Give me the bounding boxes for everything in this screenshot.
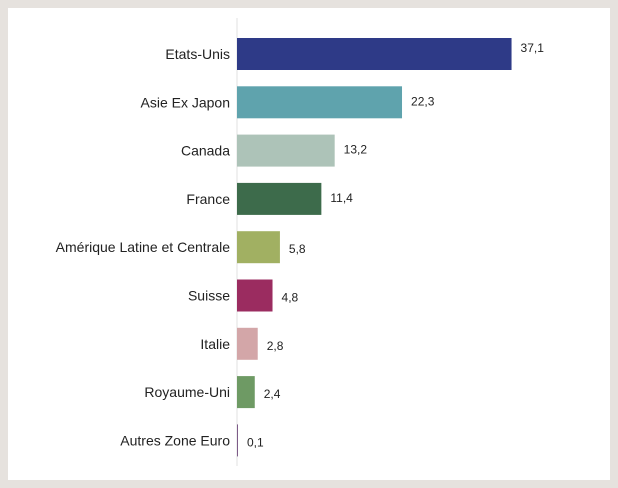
category-label: Asie Ex Japon <box>141 94 231 110</box>
value-label: 0,1 <box>247 435 264 449</box>
value-label: 2,4 <box>264 387 281 401</box>
value-label: 13,2 <box>344 143 368 157</box>
bar-chart: Etats-Unis 37,1 Asie Ex Japon 22,3 Canada 13,… <box>56 18 545 466</box>
bar-1 <box>237 38 512 70</box>
bar-7 <box>237 327 258 360</box>
value-label: 37,1 <box>521 41 545 55</box>
category-label: Amérique Latine et Centrale <box>56 239 231 255</box>
bar-8 <box>237 376 255 409</box>
bar-5 <box>237 231 280 264</box>
category-label: Canada <box>181 143 230 159</box>
bar-2 <box>237 86 403 119</box>
chart-panel: Etats-Unis 37,1 Asie Ex Japon 22,3 Canada 13,… <box>8 8 610 480</box>
category-label: Suisse <box>188 288 230 304</box>
value-label: 22,3 <box>411 94 435 108</box>
bar-3 <box>237 134 335 167</box>
bar-9 <box>237 424 238 457</box>
value-label: 2,8 <box>267 339 284 353</box>
bar-4 <box>237 182 322 215</box>
category-label: Italie <box>200 336 230 352</box>
category-label: Autres Zone Euro <box>120 432 230 448</box>
value-label: 4,8 <box>282 291 299 305</box>
bar-6 <box>237 279 273 312</box>
value-label: 11,4 <box>330 191 353 205</box>
category-label: Etats-Unis <box>165 46 230 62</box>
category-label: Royaume-Uni <box>144 384 230 400</box>
category-label: France <box>186 191 230 207</box>
value-label: 5,8 <box>289 242 306 256</box>
